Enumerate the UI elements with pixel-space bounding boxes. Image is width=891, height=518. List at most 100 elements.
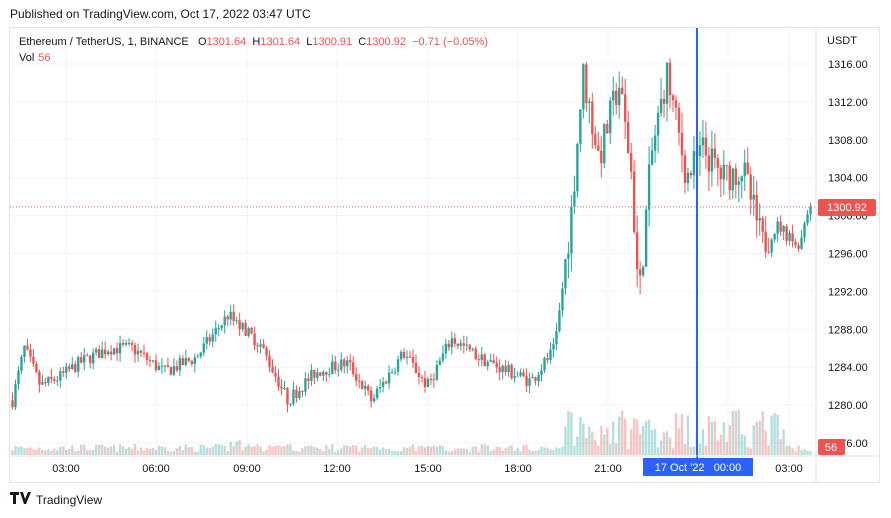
volume-bar: [77, 450, 80, 455]
candle-body: [190, 360, 194, 365]
candle-body: [241, 323, 244, 330]
candle-body: [525, 376, 528, 386]
volume-bar: [591, 431, 594, 455]
candle-body: [160, 365, 164, 367]
volume-bar: [265, 449, 268, 455]
candle-body: [56, 380, 59, 382]
volume-bar: [274, 445, 277, 455]
volume-bar: [220, 444, 223, 455]
volume-bar: [438, 445, 442, 455]
volume-bar: [121, 446, 125, 455]
volume-bar: [378, 449, 382, 455]
volume-legend[interactable]: Vol 56: [19, 52, 51, 64]
volume-bar: [163, 447, 167, 455]
volume-bar: [304, 446, 307, 455]
candle-body: [758, 218, 761, 221]
candle-body: [340, 359, 343, 370]
volume-bar: [253, 445, 256, 455]
volume-bar: [704, 445, 708, 455]
candle-body: [438, 360, 442, 366]
candle-body: [346, 360, 349, 367]
candle-body: [53, 378, 56, 381]
volume-bar: [202, 445, 205, 455]
volume-bar: [331, 444, 334, 455]
volume-bar: [498, 447, 501, 455]
candle-body: [17, 370, 20, 385]
volume-bar: [662, 432, 666, 455]
volume-bar: [752, 425, 755, 455]
candle-body: [262, 344, 265, 348]
volume-bar: [151, 447, 155, 455]
candle-body: [375, 388, 379, 399]
volume-bar: [594, 440, 597, 455]
footer-brand[interactable]: TradingView: [10, 492, 102, 507]
candlestick-series: [11, 58, 812, 413]
candle-body: [716, 158, 720, 168]
candle-body: [402, 352, 406, 358]
chart-frame[interactable]: [9, 27, 880, 483]
volume-bar: [124, 448, 128, 455]
price-tick-label: 1280.00: [828, 400, 868, 412]
volume-bar: [677, 428, 681, 455]
candle-body: [178, 358, 182, 371]
volume-bar: [716, 440, 720, 455]
candle-body: [755, 194, 758, 221]
volume-bar: [728, 425, 732, 455]
candle-body: [103, 349, 107, 355]
open-value: 1301.64: [206, 36, 247, 48]
volume-bar: [638, 434, 642, 455]
volume-bar: [408, 447, 412, 455]
candle-body: [268, 355, 271, 367]
volume-bar: [41, 449, 44, 455]
candle-body: [307, 378, 310, 381]
candle-body: [549, 349, 552, 361]
volume-bar: [169, 451, 173, 455]
candle-body: [662, 98, 666, 104]
candle-body: [172, 366, 176, 375]
candle-body: [393, 371, 397, 373]
candle-body: [621, 87, 624, 95]
candle-body: [283, 388, 286, 390]
volume-bar: [405, 448, 409, 455]
price-tick-label: 1312.00: [828, 97, 868, 109]
candle-body: [396, 359, 400, 372]
candle-body: [471, 348, 474, 350]
volume-bar: [325, 445, 328, 455]
volume-bar: [100, 444, 104, 455]
candle-body: [106, 351, 110, 355]
volume-bar: [582, 423, 585, 455]
candle-body: [214, 328, 217, 335]
candle-body: [127, 342, 131, 344]
volume-bar: [615, 443, 618, 455]
candle-body: [764, 231, 767, 252]
candle-body: [289, 403, 292, 405]
high-value: 1301.64: [260, 36, 301, 48]
candle-body: [477, 359, 480, 361]
currency-label[interactable]: USDT: [827, 35, 857, 47]
candle-body: [510, 364, 513, 379]
volume-bar: [295, 450, 298, 455]
symbol-label[interactable]: Ethereum / TetherUS, 1, BINANCE: [19, 36, 189, 48]
candle-body: [47, 376, 50, 383]
volume-bar: [767, 444, 770, 455]
volume-bar: [635, 419, 639, 455]
candle-body: [83, 355, 86, 363]
candle-body: [325, 371, 328, 375]
volume-bar: [184, 444, 188, 455]
volume-bar: [555, 447, 558, 455]
volume-bar: [701, 428, 705, 455]
volume-bar: [372, 446, 376, 455]
candle-body: [32, 356, 35, 364]
volume-badge-text: 56: [825, 442, 837, 454]
candle-body: [38, 372, 41, 385]
volume-bar: [328, 448, 331, 455]
volume-bar: [501, 450, 504, 455]
candle-body: [244, 323, 247, 336]
candle-body: [450, 338, 454, 348]
volume-bar: [199, 444, 202, 455]
candle-body: [480, 354, 483, 360]
price-tick-label: 1316.00: [828, 59, 868, 71]
volume-bar: [142, 450, 146, 455]
volume-bar: [187, 447, 191, 455]
